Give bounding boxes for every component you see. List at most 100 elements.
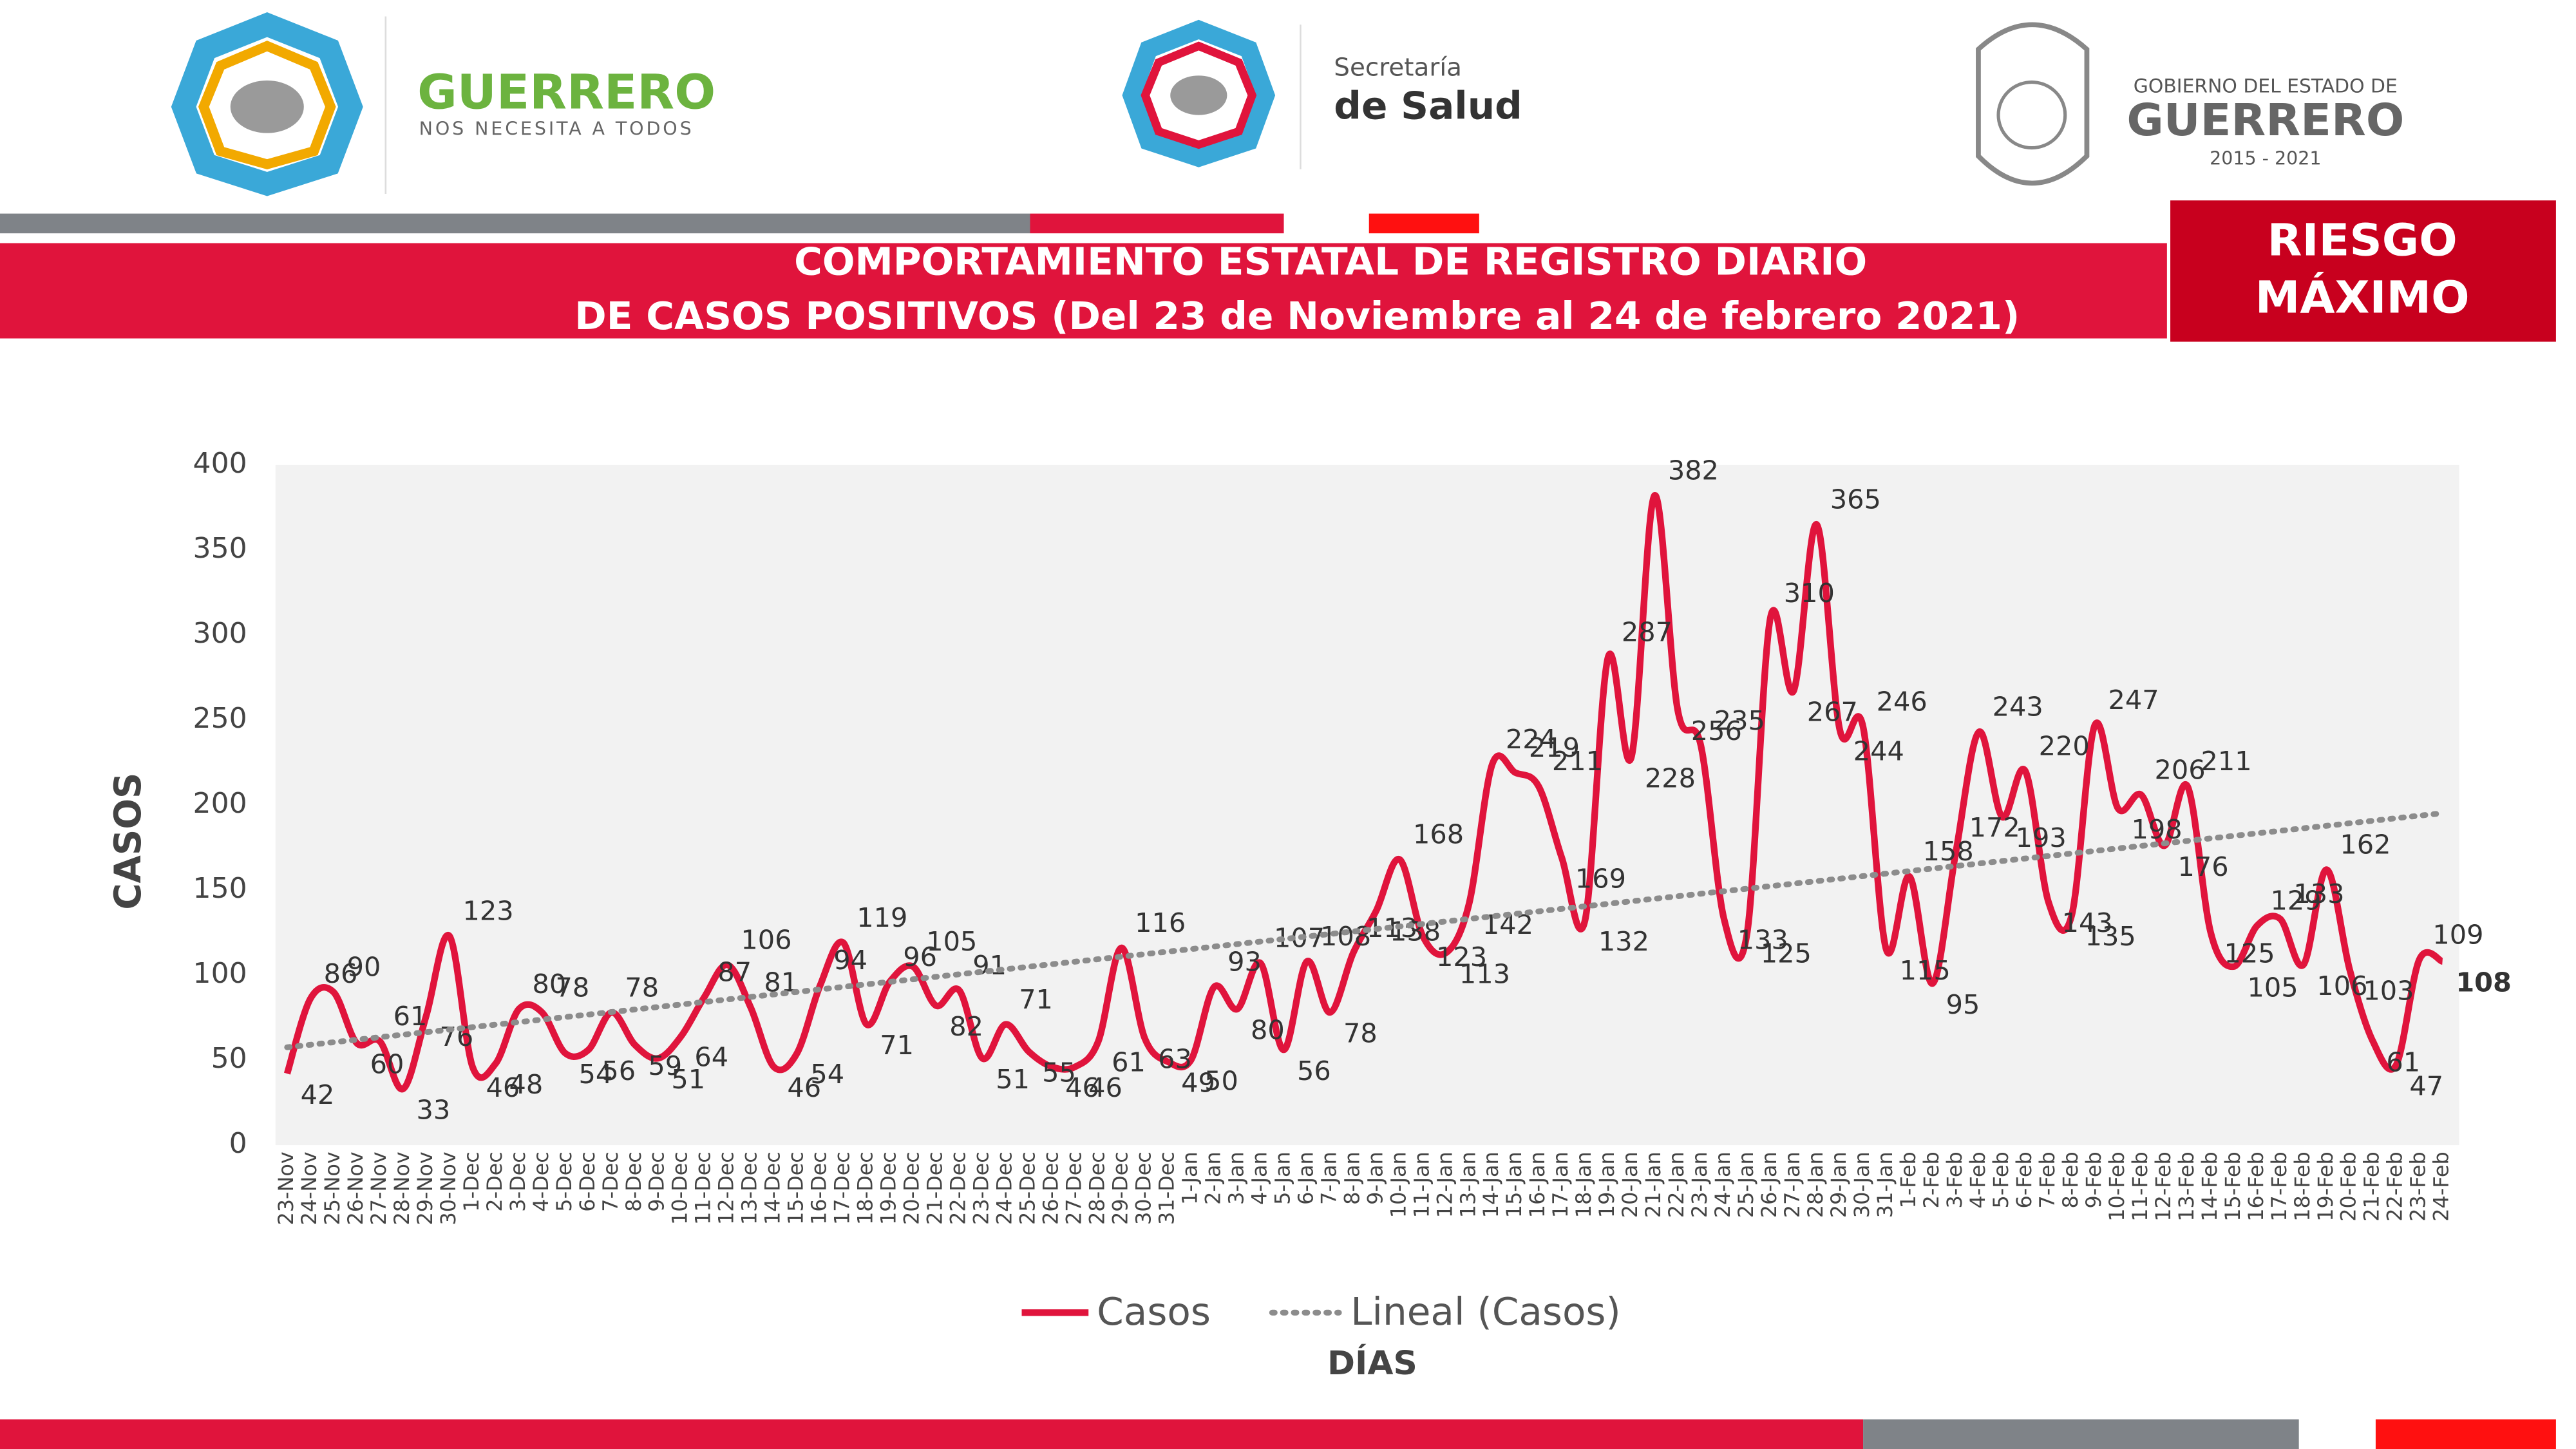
y-tick-label: 50 (211, 1042, 247, 1075)
x-tick-label: 21-Dec (922, 1151, 947, 1225)
x-tick-label: 11-Jan (1409, 1151, 1434, 1218)
data-label: 244 (1853, 736, 1904, 767)
data-label: 54 (810, 1059, 844, 1090)
y-tick-label: 100 (193, 957, 247, 990)
x-tick-label: 1-Jan (1177, 1151, 1202, 1205)
x-tick-label: 15-Feb (2221, 1151, 2245, 1221)
risk-line: RIESGO (2268, 215, 2458, 266)
legend-label: Casos (1097, 1289, 1211, 1333)
x-tick-label: 29-Jan (1826, 1151, 1851, 1218)
data-label: 113 (1459, 959, 1510, 990)
x-tick-label: 10-Jan (1386, 1151, 1410, 1218)
x-tick-label: 3-Feb (1942, 1151, 1967, 1208)
data-label: 71 (1019, 984, 1053, 1015)
x-tick-label: 10-Feb (2105, 1151, 2129, 1221)
data-label: 169 (1575, 864, 1626, 895)
data-label: 115 (1900, 955, 1951, 986)
data-label: 108 (2456, 967, 2512, 998)
x-tick-label: 23-Dec (969, 1151, 993, 1225)
data-label: 105 (926, 926, 977, 957)
x-tick-label: 14-Feb (2197, 1151, 2222, 1221)
data-label: 80 (532, 969, 566, 999)
logo-tagline: NOS NECESITA A TODOS (419, 118, 694, 140)
x-tick-label: 13-Jan (1455, 1151, 1480, 1218)
logo-map (230, 80, 304, 133)
x-tick-label: 9-Dec (644, 1151, 668, 1211)
logo-line2: de Salud (1334, 84, 1522, 128)
data-label: 96 (903, 942, 937, 972)
x-tick-label: 6-Dec (575, 1151, 600, 1211)
data-label: 162 (2340, 829, 2391, 860)
x-tick-label: 7-Dec (598, 1151, 623, 1211)
x-tick-label: 25-Nov (320, 1151, 345, 1225)
x-tick-label: 19-Feb (2313, 1151, 2338, 1221)
stripe (1863, 1419, 2299, 1449)
stripe (2375, 1419, 2556, 1449)
x-tick-label: 24-Dec (992, 1151, 1016, 1225)
data-label: 123 (463, 896, 514, 927)
data-label: 61 (1112, 1047, 1146, 1078)
x-tick-label: 5-Feb (1989, 1151, 2013, 1208)
data-label: 91 (972, 950, 1007, 981)
x-tick-label: 31-Jan (1873, 1151, 1897, 1218)
stripe (1368, 213, 1479, 234)
data-label: 61 (393, 1001, 428, 1032)
data-label: 46 (1088, 1073, 1122, 1104)
data-label: 176 (2178, 851, 2229, 882)
data-label: 64 (694, 1042, 728, 1073)
data-label: 224 (1506, 724, 1557, 755)
x-tick-label: 4-Feb (1965, 1151, 1990, 1208)
x-tick-label: 20-Dec (899, 1151, 923, 1225)
data-label: 51 (996, 1064, 1030, 1095)
x-tick-label: 7-Feb (2035, 1151, 2060, 1208)
x-tick-label: 28-Dec (1084, 1151, 1109, 1225)
x-tick-label: 4-Jan (1247, 1151, 1271, 1205)
data-label: 50 (1204, 1066, 1238, 1097)
x-tick-label: 5-Jan (1270, 1151, 1294, 1205)
data-label: 47 (2409, 1071, 2443, 1102)
data-label: 172 (1969, 812, 2020, 843)
data-label: 206 (2155, 755, 2206, 786)
data-label: 90 (347, 952, 381, 983)
data-label: 133 (1738, 925, 1788, 956)
x-tick-label: 22-Jan (1664, 1151, 1689, 1218)
x-tick-label: 22-Dec (945, 1151, 970, 1225)
x-tick-label: 20-Feb (2336, 1151, 2360, 1221)
risk-box (2170, 200, 2556, 342)
logo-line2: GUERRERO (2126, 95, 2404, 146)
x-tick-label: 2-Feb (1919, 1151, 1944, 1208)
x-tick-label: 27-Nov (366, 1151, 391, 1225)
x-tick-label: 31-Dec (1154, 1151, 1179, 1225)
data-label: 168 (1413, 819, 1464, 850)
logo-title: GUERRERO (417, 64, 715, 120)
legend-label: Lineal (Casos) (1350, 1289, 1621, 1333)
data-label: 125 (1761, 938, 1812, 969)
x-tick-label: 27-Jan (1780, 1151, 1804, 1218)
x-tick-label: 26-Nov (343, 1151, 368, 1225)
data-label: 94 (833, 945, 867, 976)
data-label: 220 (2039, 731, 2090, 762)
x-tick-label: 3-Jan (1224, 1151, 1248, 1205)
data-label: 33 (417, 1095, 451, 1126)
x-tick-label: 20-Jan (1618, 1151, 1642, 1218)
x-tick-label: 17-Dec (829, 1151, 854, 1225)
data-label: 123 (1436, 942, 1487, 972)
y-tick-label: 350 (193, 532, 247, 565)
logo-ring (198, 41, 336, 170)
coat-of-arms (1996, 80, 2067, 150)
x-tick-label: 27-Dec (1061, 1151, 1086, 1225)
x-tick-label: 21-Feb (2359, 1151, 2383, 1221)
data-label: 46 (486, 1073, 520, 1104)
x-tick-label: 19-Jan (1595, 1151, 1619, 1218)
x-tick-label: 7-Jan (1316, 1151, 1341, 1205)
x-tick-label: 24-Nov (297, 1151, 321, 1225)
y-tick-label: 150 (193, 872, 247, 905)
x-tick-label: 15-Jan (1502, 1151, 1526, 1218)
center-logo: Secretaría de Salud (1122, 19, 1522, 169)
x-tick-label: 15-Dec (783, 1151, 808, 1225)
data-label: 135 (2085, 922, 2136, 952)
data-label: 129 (2270, 886, 2321, 916)
data-label: 108 (1320, 921, 1371, 952)
data-label: 310 (1784, 578, 1835, 609)
data-label: 86 (324, 958, 358, 989)
